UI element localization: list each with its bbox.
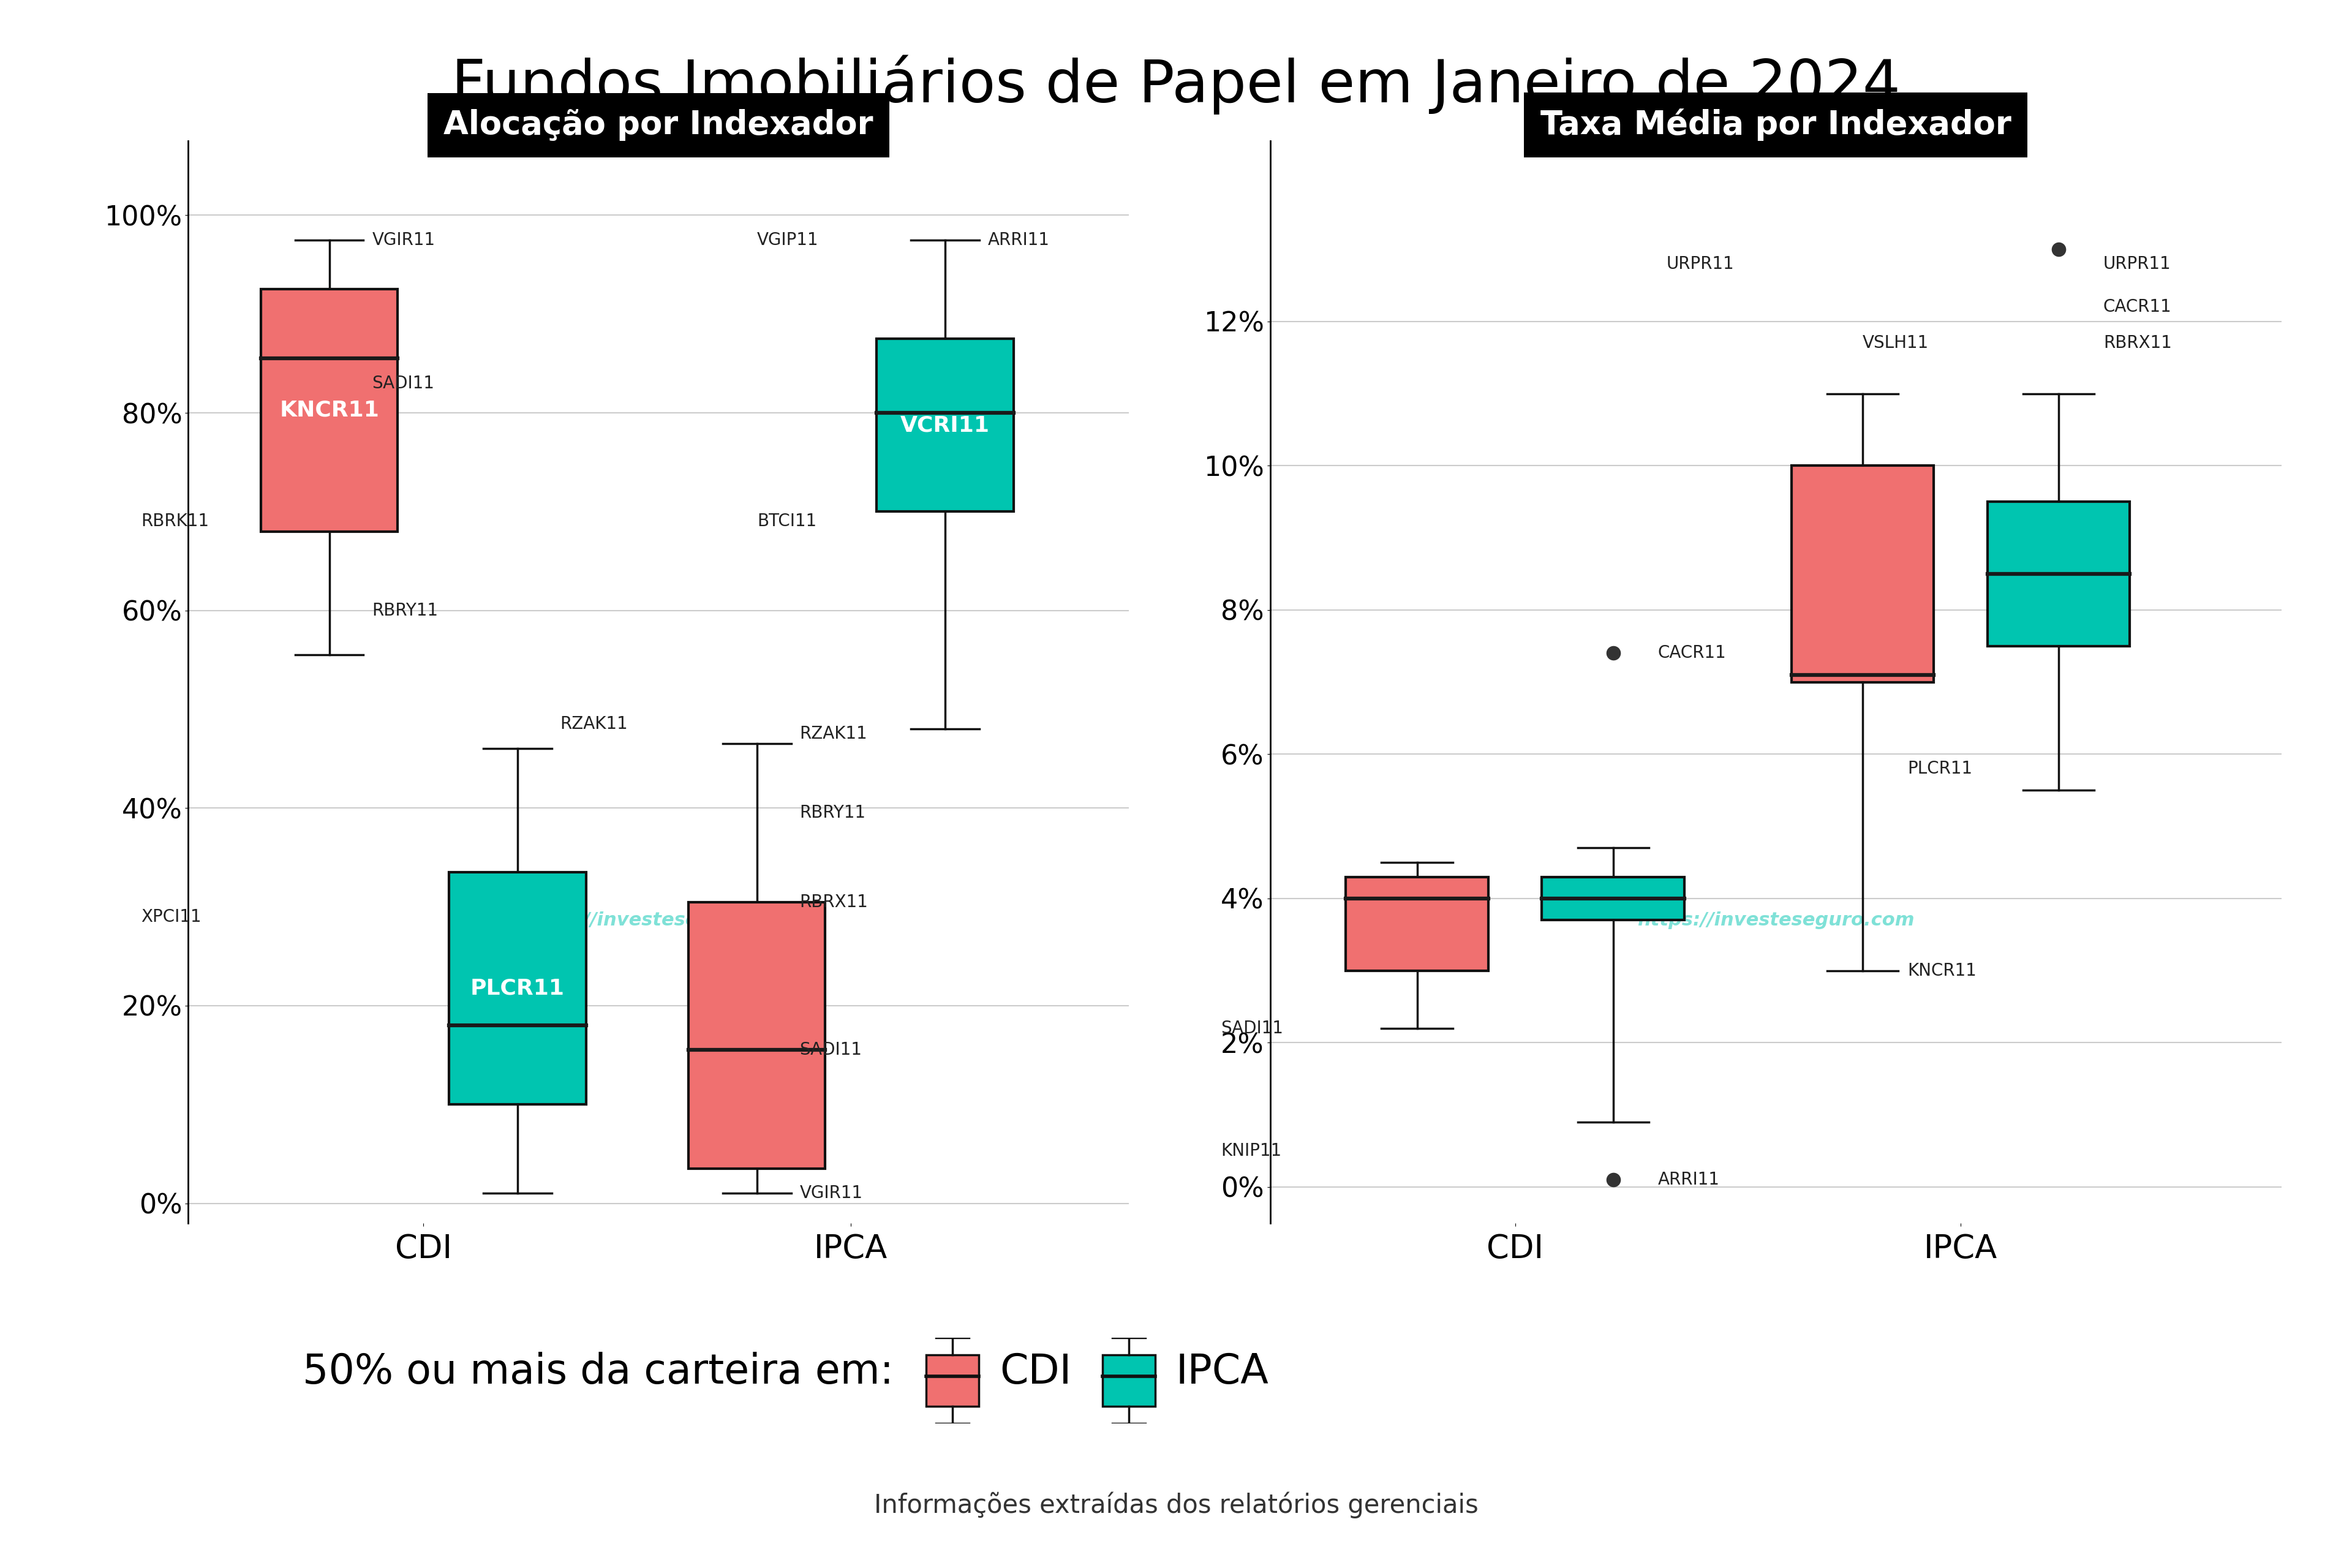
Text: https://investeseguro.com: https://investeseguro.com: [1637, 911, 1915, 928]
Text: KNCR11: KNCR11: [280, 400, 379, 420]
Text: SADI11: SADI11: [1221, 1019, 1284, 1036]
Text: RBRY11: RBRY11: [372, 602, 437, 619]
Text: RZAK11: RZAK11: [800, 726, 868, 743]
Text: VGIP11: VGIP11: [757, 232, 818, 248]
Bar: [877, 339, 1014, 511]
Bar: [927, 1355, 978, 1406]
Text: URPR11: URPR11: [2103, 256, 2171, 273]
Bar: [689, 902, 826, 1168]
Text: https://investeseguro.com: https://investeseguro.com: [520, 911, 797, 928]
Text: XPCI11: XPCI11: [141, 908, 202, 925]
Text: ARRI11: ARRI11: [988, 232, 1049, 248]
Text: CACR11: CACR11: [1658, 644, 1726, 662]
Text: RZAK11: RZAK11: [560, 715, 628, 732]
Text: RBRX11: RBRX11: [800, 894, 868, 911]
Text: CDI: CDI: [1000, 1352, 1073, 1392]
Text: RBRX11: RBRX11: [2103, 334, 2171, 351]
Text: BTCI11: BTCI11: [757, 513, 816, 530]
Text: VSLH11: VSLH11: [1863, 334, 1929, 351]
Text: KNIP11: KNIP11: [1221, 1143, 1282, 1159]
Text: VGIR11: VGIR11: [800, 1185, 863, 1203]
Bar: [1792, 466, 1933, 682]
Text: ARRI11: ARRI11: [1658, 1171, 1719, 1189]
Text: PLCR11: PLCR11: [470, 978, 564, 999]
Text: KNCR11: KNCR11: [1907, 963, 1976, 978]
Title: Alocação por Indexador: Alocação por Indexador: [445, 110, 873, 141]
Bar: [449, 872, 586, 1104]
Text: 50% ou mais da carteira em:: 50% ou mais da carteira em:: [303, 1352, 894, 1392]
Text: VGIR11: VGIR11: [372, 232, 435, 248]
Text: SADI11: SADI11: [800, 1041, 863, 1058]
Bar: [1543, 877, 1684, 920]
Text: PLCR11: PLCR11: [1907, 760, 1973, 778]
Text: Informações extraídas dos relatórios gerenciais: Informações extraídas dos relatórios ger…: [875, 1493, 1477, 1518]
Text: RBRY11: RBRY11: [800, 804, 866, 822]
Text: RBRK11: RBRK11: [141, 513, 209, 530]
Bar: [1345, 877, 1489, 971]
Bar: [1987, 502, 2131, 646]
Text: URPR11: URPR11: [1668, 256, 1733, 273]
Text: CACR11: CACR11: [2103, 298, 2171, 315]
Text: SADI11: SADI11: [372, 375, 435, 392]
Bar: [1103, 1355, 1155, 1406]
Bar: [261, 290, 397, 532]
Text: VCRI11: VCRI11: [901, 416, 990, 436]
Text: IPCA: IPCA: [1176, 1352, 1270, 1392]
Title: Taxa Média por Indexador: Taxa Média por Indexador: [1541, 108, 2011, 141]
Text: Fundos Imobiliários de Papel em Janeiro de 2024: Fundos Imobiliários de Papel em Janeiro …: [452, 55, 1900, 114]
